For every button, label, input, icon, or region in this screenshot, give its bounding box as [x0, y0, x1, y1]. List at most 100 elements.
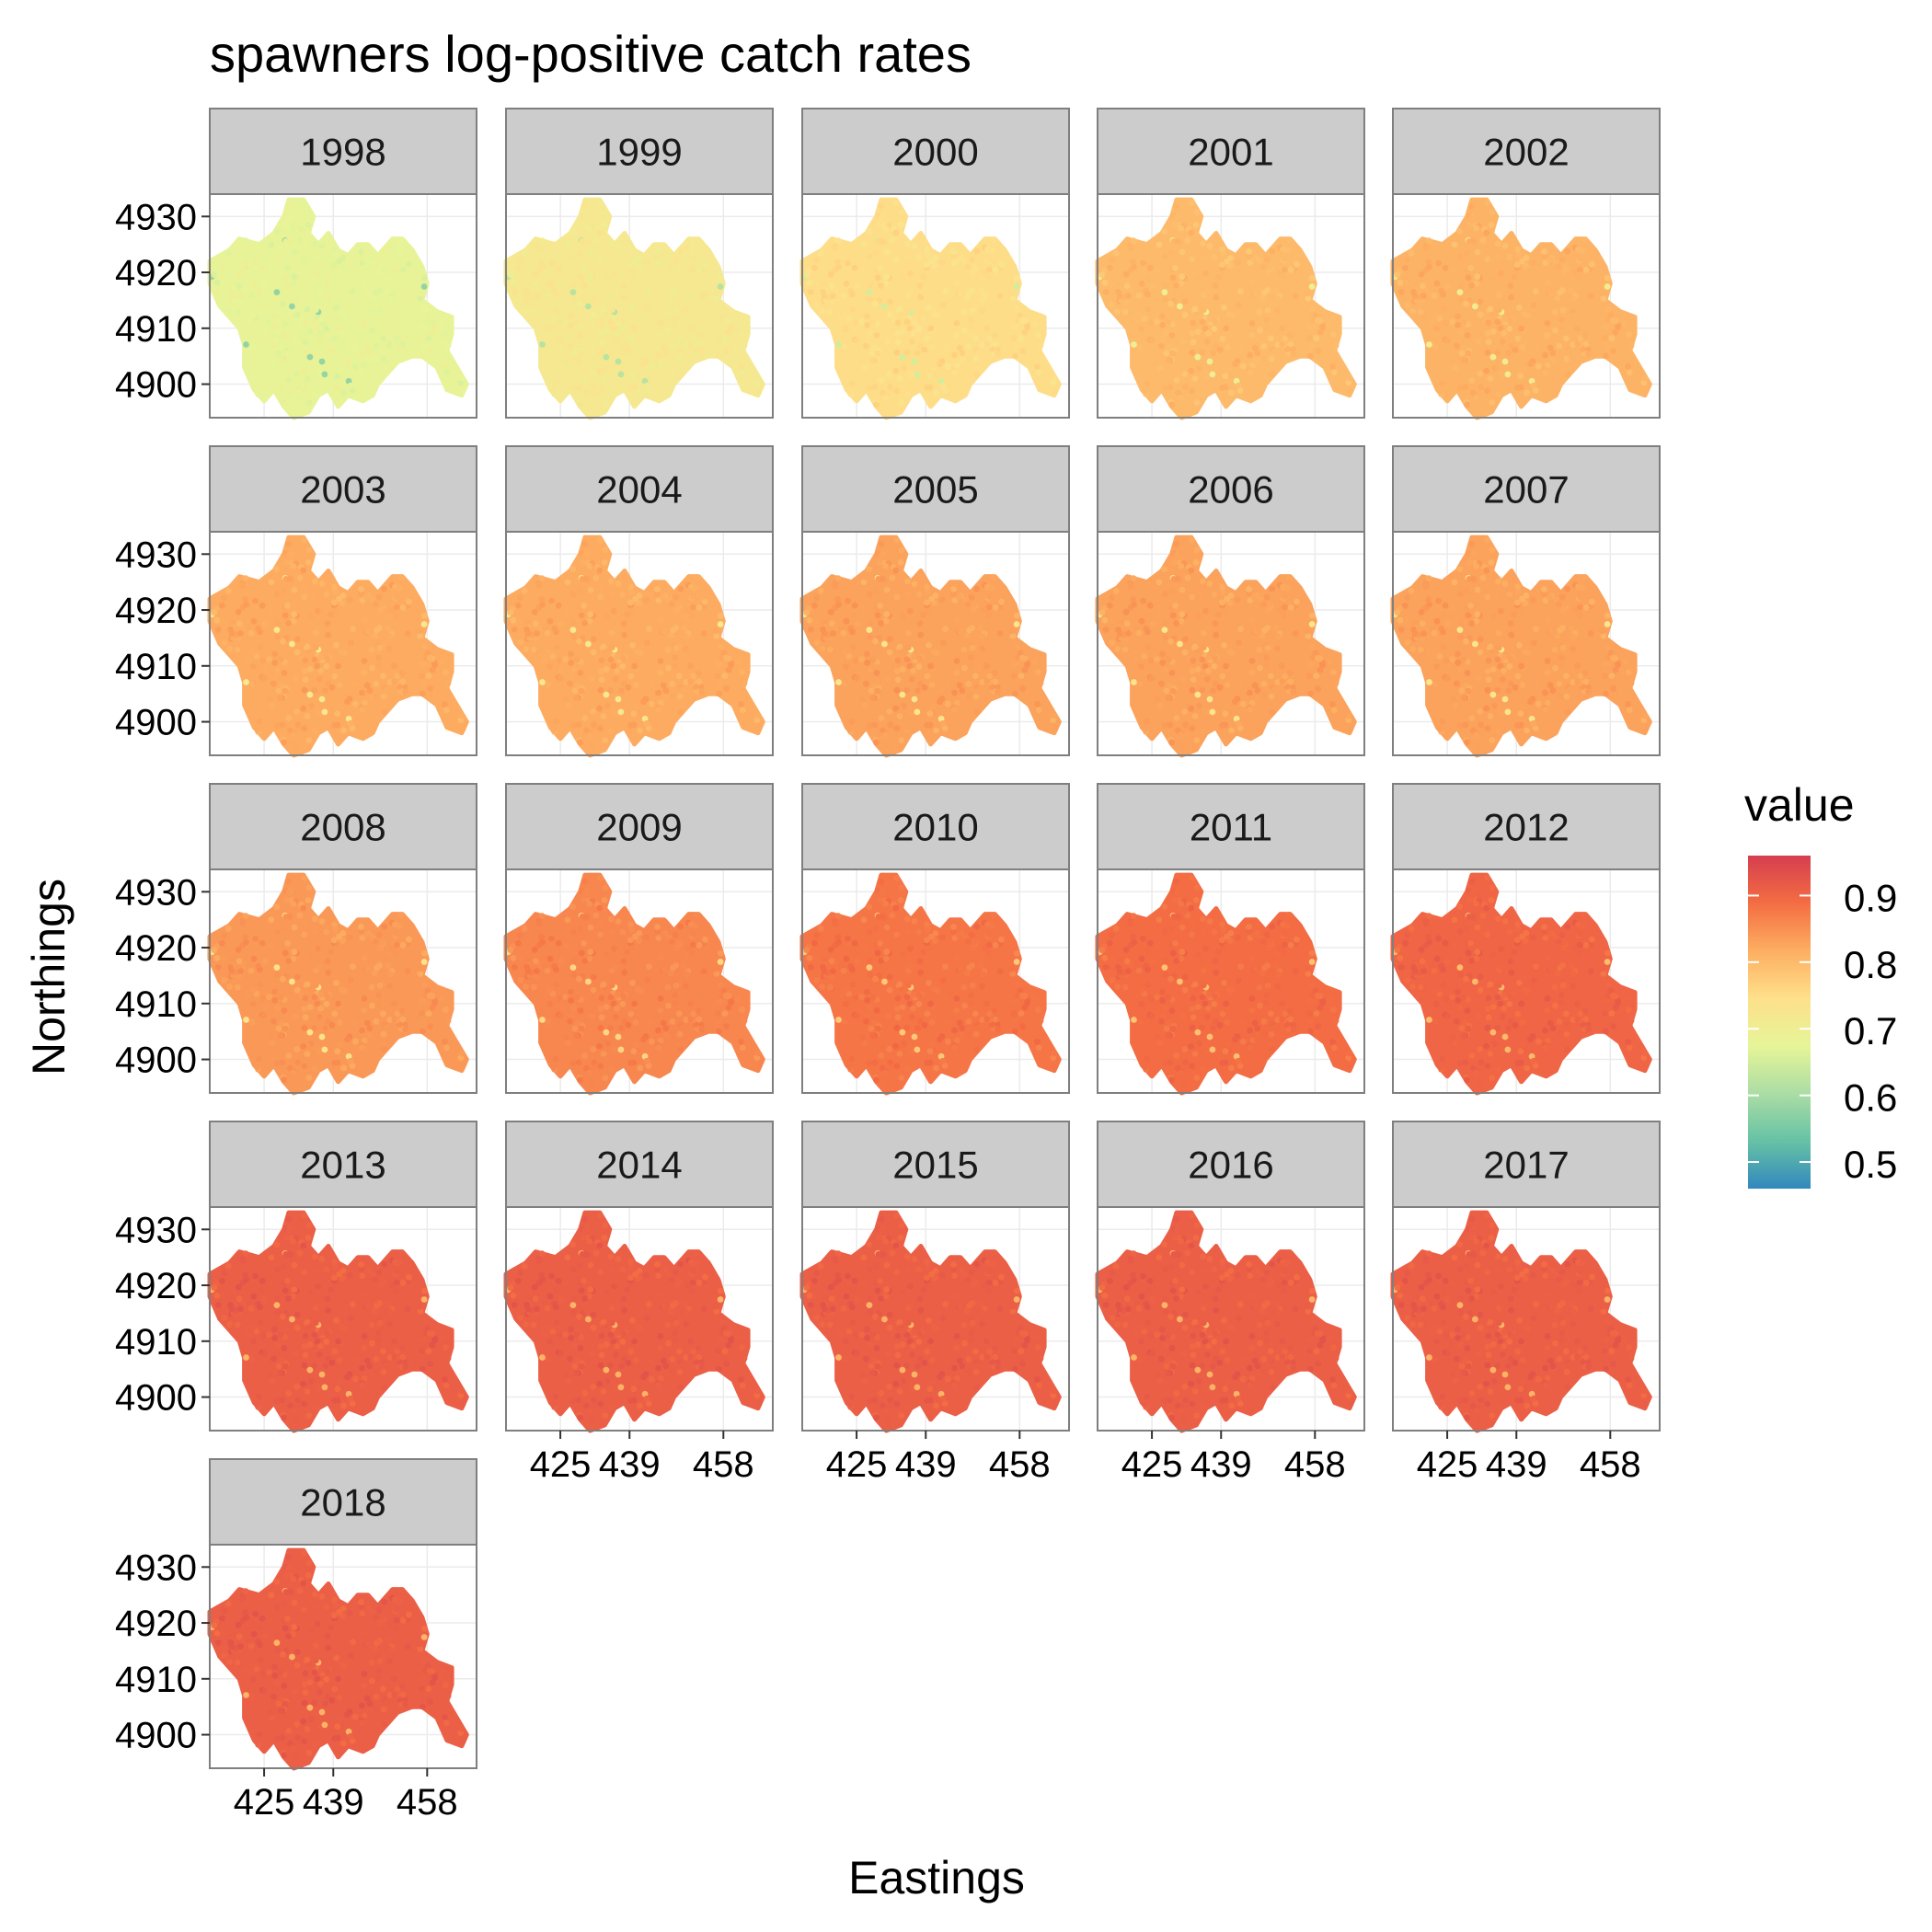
- data-point: [1418, 308, 1424, 316]
- data-point: [859, 604, 867, 612]
- data-point: [420, 283, 428, 290]
- data-point: [655, 351, 661, 359]
- data-point: [714, 323, 721, 330]
- data-point: [643, 934, 650, 941]
- data-point: [439, 658, 445, 665]
- data-point: [1479, 574, 1487, 581]
- data-point: [581, 540, 589, 547]
- data-point: [1452, 1040, 1459, 1047]
- facet-1999: 1999: [503, 108, 774, 420]
- data-point: [632, 595, 638, 603]
- data-point: [331, 583, 338, 591]
- data-point: [628, 250, 635, 258]
- data-point: [1221, 980, 1227, 986]
- data-point: [968, 593, 975, 601]
- data-point: [1437, 1064, 1443, 1071]
- data-point: [280, 638, 286, 645]
- data-point: [1140, 259, 1146, 267]
- data-point: [1456, 964, 1464, 971]
- data-point: [903, 1065, 911, 1073]
- data-point: [351, 681, 358, 688]
- data-point: [916, 958, 924, 964]
- data-point: [1248, 332, 1256, 339]
- data-point: [673, 644, 680, 651]
- data-point: [237, 630, 244, 637]
- data-point: [1195, 276, 1202, 282]
- data-point: [937, 698, 943, 706]
- data-point: [1263, 593, 1271, 601]
- data-point: [985, 931, 993, 937]
- data-point: [689, 274, 696, 281]
- data-point: [507, 271, 514, 278]
- data-point: [1625, 701, 1631, 707]
- data-point: [1173, 540, 1180, 547]
- data-point: [1130, 237, 1137, 245]
- data-point: [953, 332, 960, 339]
- data-point: [879, 913, 886, 920]
- data-point: [1512, 1021, 1519, 1029]
- data-point: [366, 1031, 374, 1039]
- data-point: [806, 616, 813, 624]
- data-point: [657, 658, 664, 664]
- data-point: [1519, 933, 1525, 940]
- data-point: [323, 928, 330, 936]
- data-point: [1425, 237, 1432, 245]
- data-point: [1456, 289, 1464, 295]
- data-point: [396, 584, 403, 592]
- data-point: [425, 1010, 432, 1017]
- data-point: [243, 679, 249, 685]
- data-point: [1256, 983, 1263, 991]
- data-point: [607, 349, 614, 356]
- data-point: [1472, 640, 1478, 648]
- data-point: [279, 721, 286, 729]
- data-point: [620, 317, 627, 325]
- data-point: [531, 308, 537, 316]
- y-tick-label: 4910: [115, 309, 197, 350]
- data-point: [896, 305, 903, 313]
- data-point: [254, 320, 261, 328]
- data-point: [523, 288, 530, 295]
- data-point: [873, 401, 880, 408]
- data-point: [1514, 921, 1521, 928]
- data-point: [555, 939, 562, 947]
- data-point: [813, 302, 821, 308]
- data-point: [926, 1048, 934, 1055]
- data-point: [597, 668, 604, 674]
- data-point: [1182, 384, 1190, 390]
- data-point: [285, 958, 292, 964]
- data-point: [1552, 327, 1558, 334]
- y-tick-label: 4920: [115, 928, 197, 969]
- data-point: [577, 739, 583, 746]
- data-point: [269, 702, 276, 709]
- data-point: [350, 626, 356, 633]
- data-point: [307, 276, 314, 282]
- data-point: [620, 282, 627, 289]
- data-point: [968, 931, 975, 938]
- data-point: [420, 342, 427, 350]
- data-point: [361, 616, 368, 624]
- data-point: [1308, 959, 1316, 965]
- data-point: [630, 710, 638, 718]
- data-point: [221, 257, 227, 264]
- data-point: [739, 1044, 746, 1052]
- data-point: [951, 689, 958, 696]
- data-point: [337, 1041, 344, 1048]
- data-point: [1274, 983, 1281, 990]
- data-point: [1457, 282, 1464, 289]
- data-point: [324, 655, 330, 662]
- data-point: [347, 1057, 354, 1064]
- data-point: [1547, 627, 1554, 635]
- data-point: [267, 942, 274, 949]
- data-point: [1013, 949, 1020, 957]
- data-point: [973, 923, 981, 930]
- data-point: [910, 991, 917, 998]
- data-point: [397, 912, 405, 918]
- data-point: [597, 1006, 604, 1012]
- data-point: [646, 626, 652, 633]
- data-point: [683, 633, 690, 640]
- data-point: [1317, 1004, 1324, 1011]
- data-point: [903, 390, 911, 397]
- data-point: [959, 687, 966, 695]
- data-point: [1443, 674, 1451, 682]
- data-point: [1574, 1016, 1581, 1023]
